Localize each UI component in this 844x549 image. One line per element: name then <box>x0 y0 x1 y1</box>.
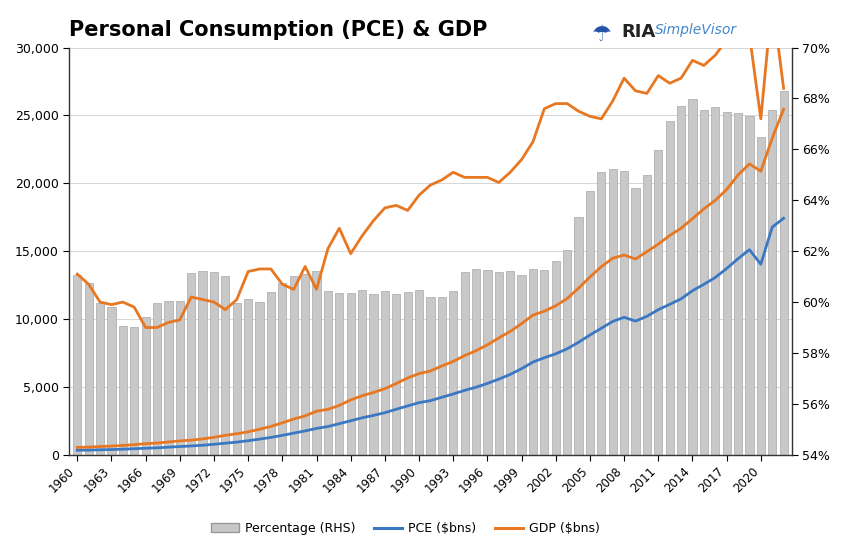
Bar <box>744 116 753 455</box>
Bar <box>688 99 695 455</box>
Bar <box>608 169 616 455</box>
Bar <box>767 110 776 455</box>
Bar <box>483 270 491 455</box>
Bar <box>107 307 116 455</box>
Bar <box>585 191 593 455</box>
Bar <box>369 294 377 455</box>
Bar <box>289 276 297 455</box>
Bar <box>381 291 388 455</box>
Legend: Percentage (RHS), PCE ($bns), GDP ($bns): Percentage (RHS), PCE ($bns), GDP ($bns) <box>206 517 604 540</box>
Bar <box>130 327 138 455</box>
Bar <box>449 290 457 455</box>
Bar <box>699 110 707 455</box>
Bar <box>346 293 354 455</box>
Bar <box>267 292 274 455</box>
Bar <box>597 172 604 455</box>
Bar <box>358 290 365 455</box>
Text: Personal Consumption (PCE) & GDP: Personal Consumption (PCE) & GDP <box>69 20 487 41</box>
Bar <box>119 326 127 455</box>
Bar <box>471 269 479 455</box>
Bar <box>551 261 560 455</box>
Bar <box>756 137 764 455</box>
Bar <box>300 273 309 455</box>
Bar <box>414 290 423 455</box>
Bar <box>278 283 286 455</box>
Bar <box>517 274 525 455</box>
Bar <box>232 302 241 455</box>
Bar <box>141 317 149 455</box>
Bar <box>437 297 446 455</box>
Bar <box>778 91 787 455</box>
Bar <box>426 296 434 455</box>
Bar <box>84 283 93 455</box>
Bar <box>392 294 400 455</box>
Bar <box>574 217 582 455</box>
Bar <box>722 112 730 455</box>
Bar <box>153 303 161 455</box>
Bar <box>539 270 548 455</box>
Bar <box>198 271 207 455</box>
Bar <box>403 293 411 455</box>
Bar <box>209 272 218 455</box>
Bar <box>619 171 627 455</box>
Bar <box>665 121 673 455</box>
Bar <box>506 271 514 455</box>
Text: RIA: RIA <box>620 23 655 41</box>
Text: ☂: ☂ <box>591 25 611 44</box>
Bar <box>335 293 343 455</box>
Bar <box>733 113 741 455</box>
Bar <box>562 250 571 455</box>
Text: SimpleVisor: SimpleVisor <box>654 23 736 37</box>
Bar <box>323 291 332 455</box>
Bar <box>676 106 684 455</box>
Bar <box>312 271 320 455</box>
Bar <box>164 301 172 455</box>
Bar <box>176 301 184 455</box>
Bar <box>460 272 468 455</box>
Bar <box>221 276 230 455</box>
Bar <box>255 301 263 455</box>
Bar <box>528 269 537 455</box>
Bar <box>653 150 662 455</box>
Bar <box>494 272 502 455</box>
Bar <box>187 273 195 455</box>
Bar <box>630 188 639 455</box>
Bar <box>642 175 650 455</box>
Bar <box>96 303 104 455</box>
Bar <box>73 274 81 455</box>
Bar <box>244 299 252 455</box>
Bar <box>711 107 718 455</box>
